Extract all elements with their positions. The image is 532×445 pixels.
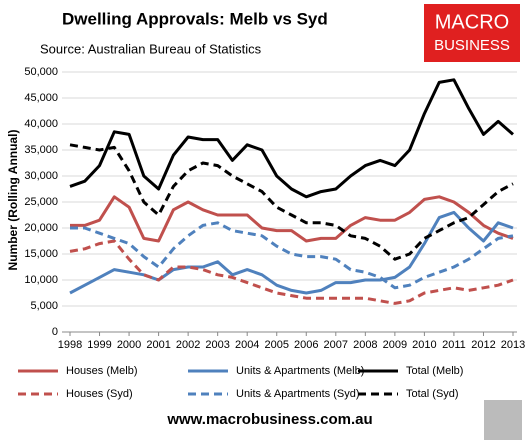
series-line <box>69 143 514 261</box>
y-tick-label: 20,000 <box>24 222 58 234</box>
x-tick-label: 2012 <box>471 339 495 351</box>
y-tick-label: 35,000 <box>24 144 58 156</box>
y-tick-label: 10,000 <box>24 274 58 286</box>
series-line <box>70 221 514 290</box>
logo-text: MACRO <box>435 11 509 33</box>
y-axis-label: Number (Rolling Annual) <box>6 130 20 271</box>
x-tick-label: 2011 <box>442 339 466 351</box>
series-line <box>69 239 514 305</box>
footer-url: www.macrobusiness.com.au <box>166 411 372 428</box>
legend-label: Units & Apartments (Melb) <box>236 365 364 377</box>
legend-label: Total (Melb) <box>406 365 463 377</box>
y-tick-label: 30,000 <box>24 170 58 182</box>
x-tick-label: 1999 <box>87 339 111 351</box>
x-tick-label: 2004 <box>235 339 259 351</box>
logo-text: BUSINESS <box>434 37 510 54</box>
x-tick-label: 2001 <box>146 339 170 351</box>
legend-label: Total (Syd) <box>406 388 459 400</box>
x-tick-label: 2000 <box>117 339 141 351</box>
wolf-icon <box>484 400 522 440</box>
x-tick-label: 2007 <box>324 339 348 351</box>
legend-label: Houses (Melb) <box>66 365 138 377</box>
y-tick-label: 25,000 <box>24 196 58 208</box>
x-tick-label: 1998 <box>58 339 82 351</box>
x-tick-label: 2009 <box>383 339 407 351</box>
y-tick-label: 40,000 <box>24 118 58 130</box>
y-tick-label: 15,000 <box>24 248 58 260</box>
x-tick-label: 2008 <box>353 339 377 351</box>
series-line <box>69 210 514 295</box>
logo-box <box>424 4 520 62</box>
x-tick-label: 2013 <box>501 339 525 351</box>
y-tick-label: 5,000 <box>30 300 58 312</box>
x-tick-label: 2010 <box>412 339 436 351</box>
x-tick-label: 2005 <box>264 339 288 351</box>
series-line <box>69 78 514 199</box>
x-tick-label: 2006 <box>294 339 318 351</box>
legend-label: Units & Apartments (Syd) <box>236 388 360 400</box>
chart-title: Dwelling Approvals: Melb vs Syd <box>62 9 328 28</box>
y-tick-label: 50,000 <box>24 66 58 78</box>
x-tick-label: 2002 <box>176 339 200 351</box>
y-tick-label: 0 <box>52 326 58 338</box>
series-line <box>70 195 514 243</box>
legend-label: Houses (Syd) <box>66 388 133 400</box>
y-tick-label: 45,000 <box>24 92 58 104</box>
chart-subtitle: Source: Australian Bureau of Statistics <box>40 41 262 56</box>
x-tick-label: 2003 <box>205 339 229 351</box>
